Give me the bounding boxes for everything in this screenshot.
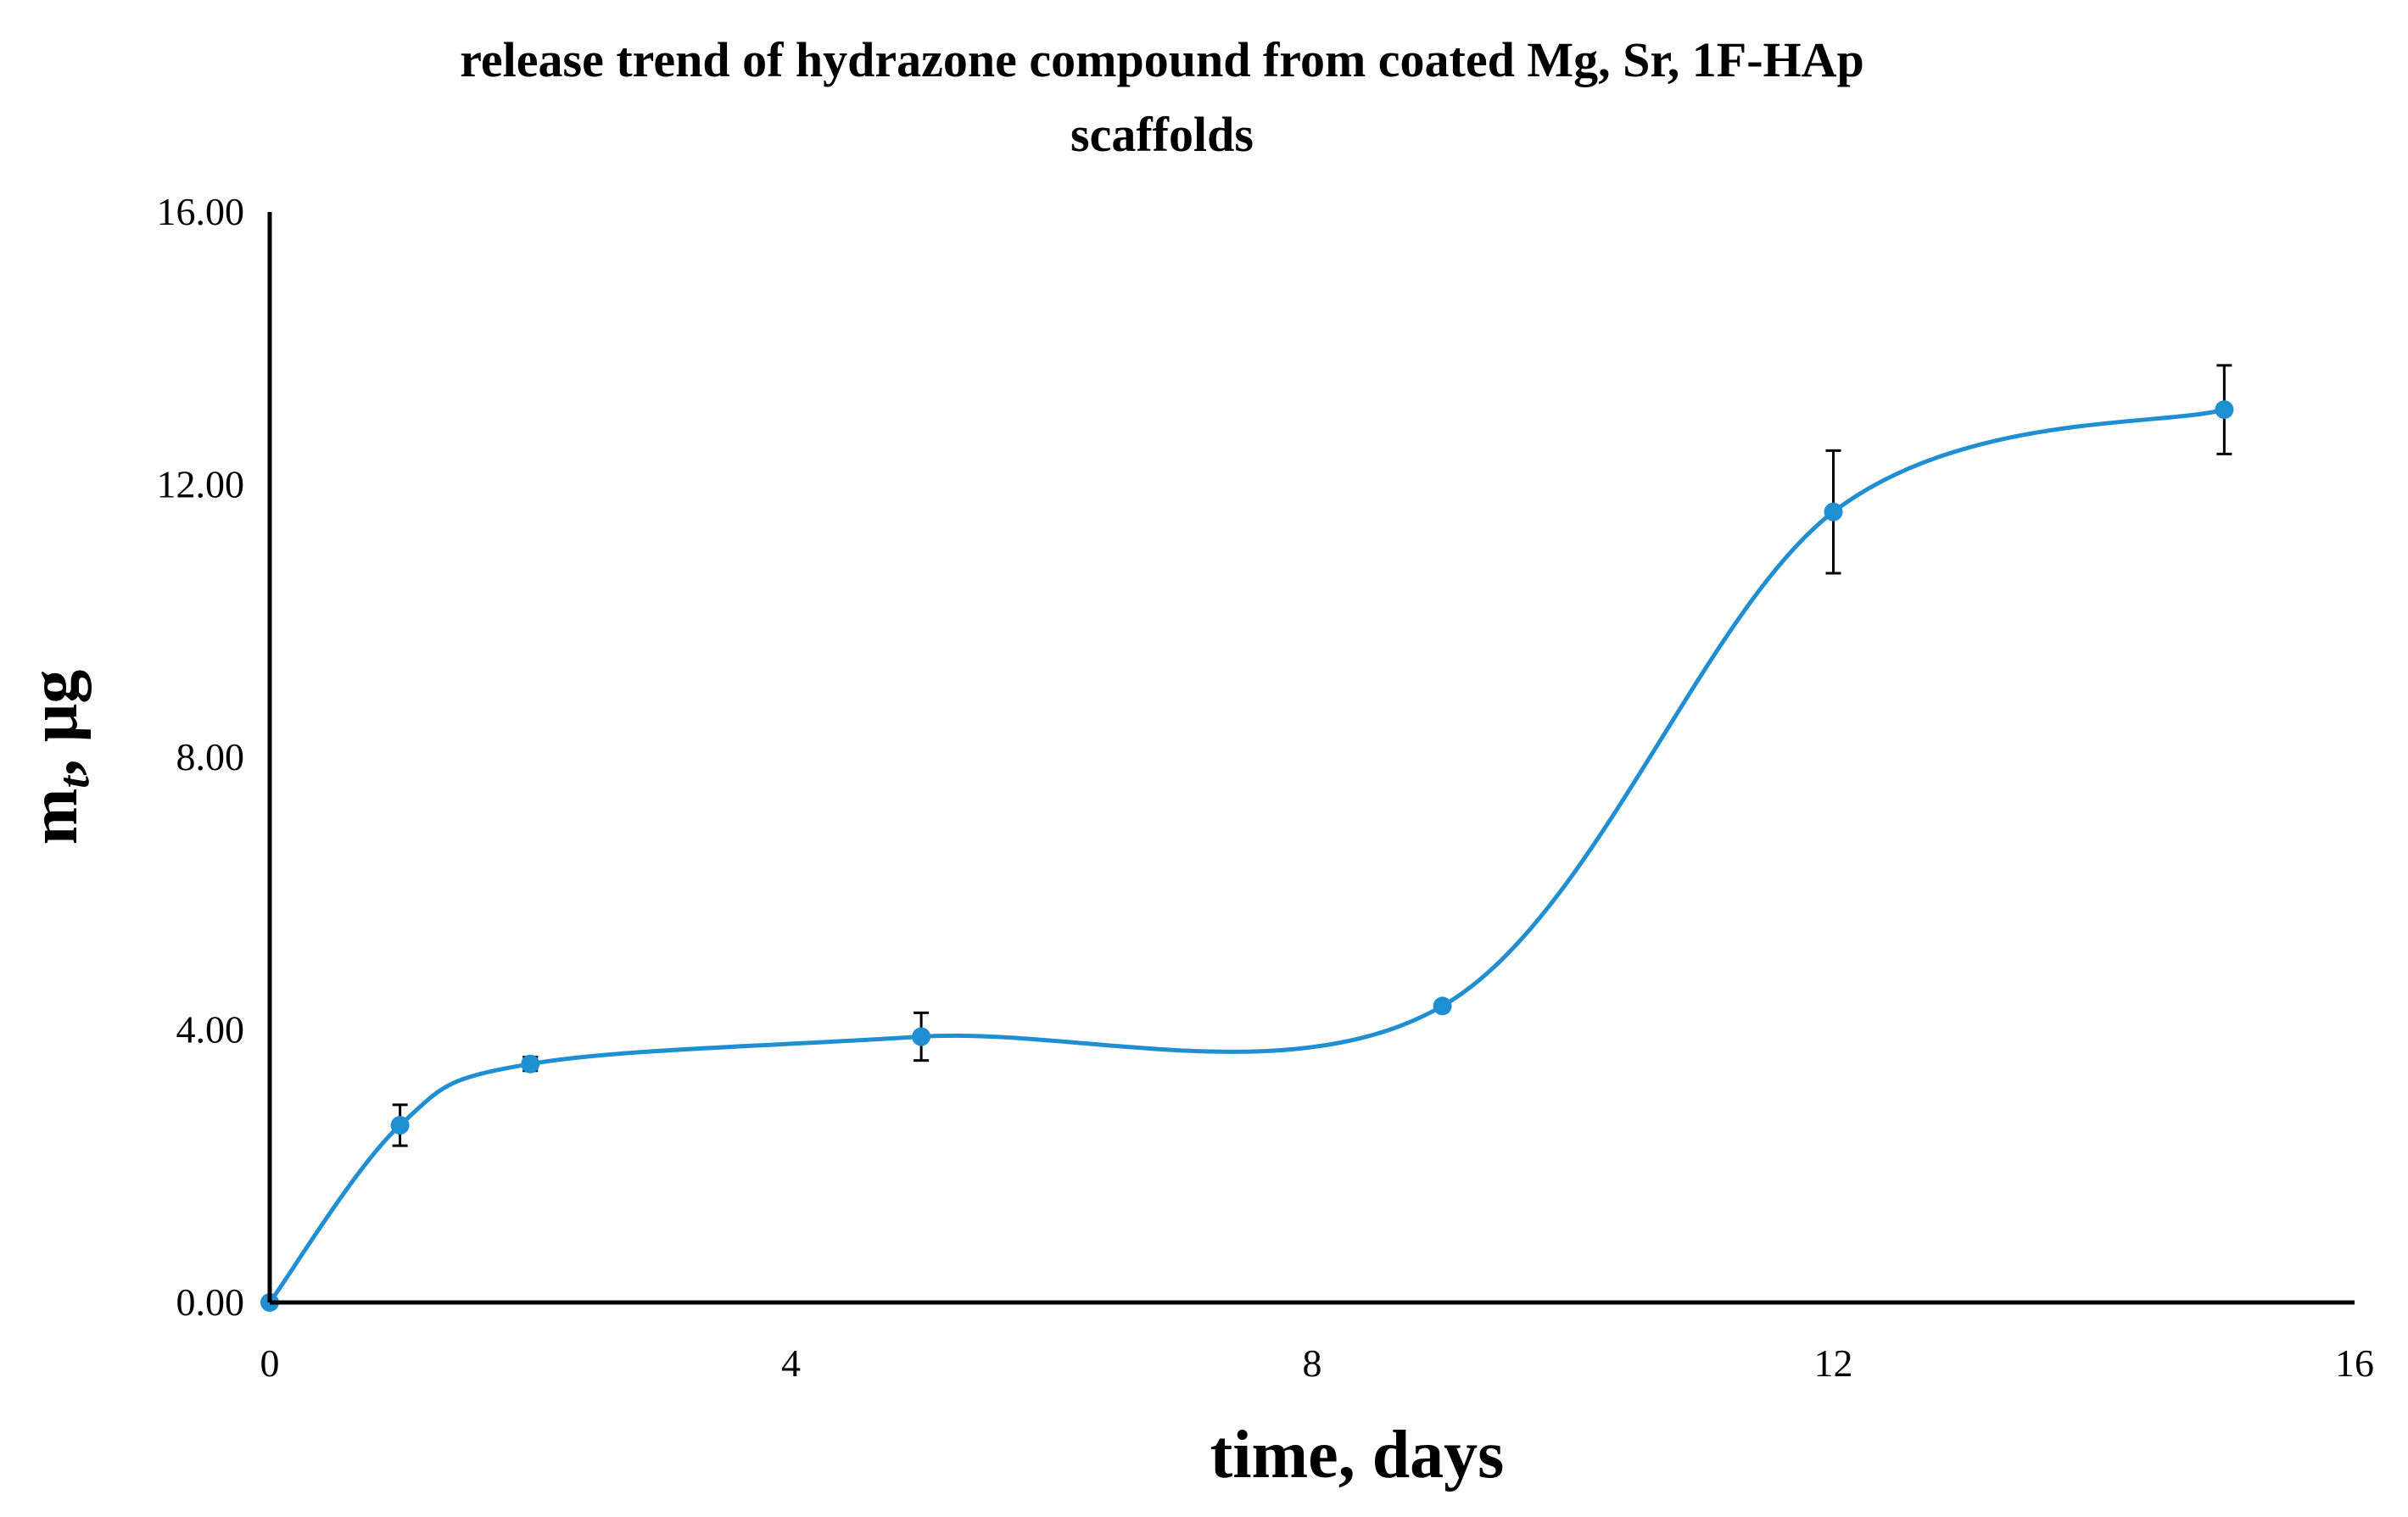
- data-point: [390, 1116, 410, 1135]
- data-point: [1433, 996, 1452, 1016]
- chart-title-line-1: release trend of hydrazone compound from…: [460, 32, 1864, 87]
- y-axis-title: mt, μg: [17, 670, 98, 845]
- series-line: [267, 407, 2226, 1304]
- x-tick-label: 0: [260, 1341, 280, 1385]
- data-point: [521, 1054, 540, 1074]
- error-bars: [392, 364, 2232, 1147]
- y-tick-label: 12.00: [157, 463, 245, 506]
- data-point: [1824, 502, 1843, 521]
- data-point: [2215, 400, 2234, 420]
- series-lines: [267, 407, 2226, 1304]
- y-axis-title-main: m: [17, 789, 92, 845]
- y-axis-title-subscript: t: [50, 775, 98, 789]
- y-tick-labels: 0.00 4.00 8.00 12.00 16.00: [157, 190, 245, 1324]
- x-tick-labels: 0 4 8 12 16: [260, 1341, 2375, 1385]
- x-tick-label: 4: [781, 1341, 801, 1385]
- x-axis-title: time, days: [1210, 1418, 1505, 1492]
- x-tick-label: 8: [1303, 1341, 1322, 1385]
- chart-title-line-2: scaffolds: [1070, 107, 1254, 162]
- y-tick-label: 4.00: [176, 1008, 245, 1051]
- y-tick-label: 16.00: [157, 190, 245, 233]
- y-tick-label: 0.00: [176, 1280, 245, 1324]
- series-points: [260, 400, 2234, 1312]
- data-point: [912, 1027, 931, 1046]
- y-axis-title-unit: , μg: [17, 670, 92, 776]
- x-tick-label: 16: [2335, 1341, 2374, 1385]
- y-tick-label: 8.00: [176, 735, 245, 778]
- x-tick-label: 12: [1814, 1341, 1853, 1385]
